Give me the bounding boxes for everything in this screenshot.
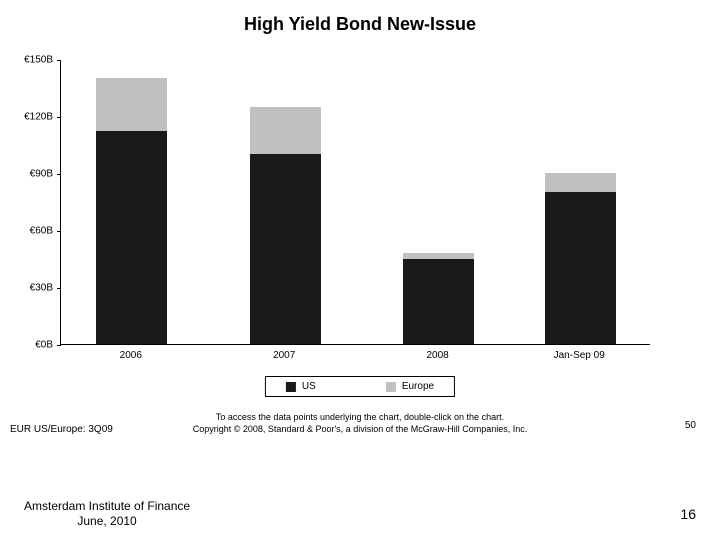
ytick-label: €90B (3, 169, 53, 180)
bar-segment-us (96, 131, 167, 344)
xaxis-label: 2008 (426, 350, 448, 361)
slide-page-number: 16 (680, 506, 696, 522)
footer-institution: Amsterdam Institute of Finance (24, 499, 190, 513)
slide-root: High Yield Bond New-Issue €0B€30B€60B€90… (0, 0, 720, 540)
footer-note-copyright: Copyright © 2008, Standard & Poor's, a d… (130, 424, 590, 436)
chart-title: High Yield Bond New-Issue (0, 14, 720, 35)
chart-page-number: 50 (685, 420, 696, 431)
chart-plot-area: €0B€30B€60B€90B€120B€150B (60, 60, 650, 345)
xaxis-label: 2006 (120, 350, 142, 361)
bar-group (403, 253, 474, 344)
ytick-mark (57, 60, 61, 61)
source-label-left: EUR US/Europe: 3Q09 (10, 424, 113, 435)
footer-note-access: To access the data points underlying the… (130, 412, 590, 424)
slide-footer-left: Amsterdam Institute of Finance June, 201… (24, 499, 190, 528)
chart-footer-note: To access the data points underlying the… (130, 412, 590, 435)
bar-segment-us (403, 259, 474, 345)
legend-swatch-europe (386, 382, 396, 392)
ytick-mark (57, 231, 61, 232)
chart-xaxis-labels: 2006 2007 2008 Jan-Sep 09 (60, 350, 650, 370)
legend-item-us: US (286, 381, 316, 392)
chart-bars-container (61, 60, 650, 344)
chart-legend: US Europe (265, 376, 455, 397)
ytick-mark (57, 345, 61, 346)
ytick-label: €0B (3, 340, 53, 351)
bar-segment-us (250, 154, 321, 344)
ytick-mark (57, 117, 61, 118)
footer-date: June, 2010 (24, 514, 190, 528)
xaxis-label: 2007 (273, 350, 295, 361)
legend-swatch-us (286, 382, 296, 392)
bar-group (545, 173, 616, 344)
legend-label-europe: Europe (402, 381, 434, 392)
legend-label-us: US (302, 381, 316, 392)
bar-segment-europe (545, 173, 616, 192)
bar-group (250, 107, 321, 345)
bar-segment-us (545, 192, 616, 344)
ytick-mark (57, 174, 61, 175)
ytick-label: €150B (3, 55, 53, 66)
ytick-mark (57, 288, 61, 289)
ytick-label: €60B (3, 226, 53, 237)
bar-group (96, 78, 167, 344)
xaxis-label: Jan-Sep 09 (554, 350, 605, 361)
ytick-label: €120B (3, 112, 53, 123)
bar-segment-europe (96, 78, 167, 131)
ytick-label: €30B (3, 283, 53, 294)
legend-item-europe: Europe (386, 381, 434, 392)
bar-segment-europe (250, 107, 321, 155)
